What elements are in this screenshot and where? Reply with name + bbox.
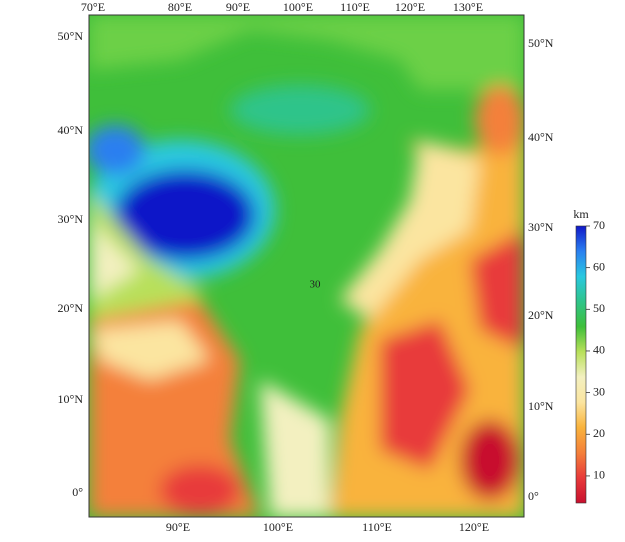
- top-axis-label: 130°E: [453, 0, 483, 14]
- left-axis-label: 10°N: [58, 392, 84, 406]
- colorbar-tick-label: 40: [593, 343, 605, 357]
- colorbar: [575, 225, 587, 504]
- right-axis-label: 10°N: [528, 399, 554, 413]
- colorbar-tick-label: 50: [593, 301, 605, 315]
- colorbar-tick-label: 70: [593, 218, 605, 232]
- colorbar-tick-label: 10: [593, 468, 605, 482]
- colorbar-title: km: [573, 207, 589, 221]
- top-axis-label: 80°E: [168, 0, 192, 14]
- top-axis-label: 70°E: [81, 0, 105, 14]
- left-axis-label: 30°N: [58, 212, 84, 226]
- bottom-axis-label: 120°E: [459, 520, 489, 534]
- bottom-axis-label: 100°E: [263, 520, 293, 534]
- contour-label: 30: [310, 279, 322, 291]
- right-axis-label: 30°N: [528, 220, 554, 234]
- left-axis-label: 50°N: [58, 29, 84, 43]
- colorbar-tick-label: 60: [593, 259, 605, 273]
- left-axis-label: 0°: [72, 485, 83, 499]
- bottom-axis-label: 110°E: [362, 520, 392, 534]
- top-axis-label: 120°E: [395, 0, 425, 14]
- left-axis-label: 40°N: [58, 123, 84, 137]
- top-axis-label: 110°E: [340, 0, 370, 14]
- map-frame: [88, 14, 525, 518]
- top-axis-label: 100°E: [283, 0, 313, 14]
- right-axis-label: 40°N: [528, 130, 554, 144]
- right-axis-label: 50°N: [528, 36, 554, 50]
- top-axis-label: 90°E: [226, 0, 250, 14]
- left-axis-label: 20°N: [58, 301, 84, 315]
- right-axis-label: 0°: [528, 489, 539, 503]
- right-axis-label: 20°N: [528, 308, 554, 322]
- bottom-axis-label: 90°E: [166, 520, 190, 534]
- colorbar-tick-label: 30: [593, 384, 605, 398]
- map-field: [89, 15, 524, 517]
- colorbar-tick-label: 20: [593, 426, 605, 440]
